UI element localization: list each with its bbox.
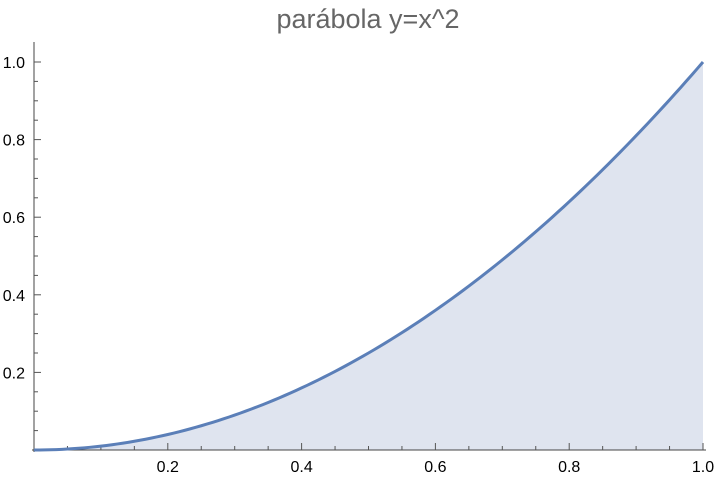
y-tick-label: 1.0 [3, 55, 25, 72]
x-tick-label: 0.6 [424, 459, 446, 476]
chart-title: parábola y=x^2 [276, 4, 459, 34]
x-tick-label: 0.2 [157, 459, 179, 476]
y-tick-label: 0.6 [3, 210, 25, 227]
x-tick-label: 0.8 [558, 459, 580, 476]
x-tick-label: 0.4 [290, 459, 312, 476]
x-tick-label: 1.0 [692, 459, 714, 476]
area-fill [34, 62, 703, 450]
y-tick-label: 0.4 [3, 288, 25, 305]
series-line [33, 61, 705, 452]
ticks: 0.2 0.4 0.6 0.8 1.0 0.2 0.4 0.6 0.8 1.0 [3, 55, 714, 476]
y-tick-label: 0.2 [3, 365, 25, 382]
y-tick-label: 0.8 [3, 133, 25, 150]
